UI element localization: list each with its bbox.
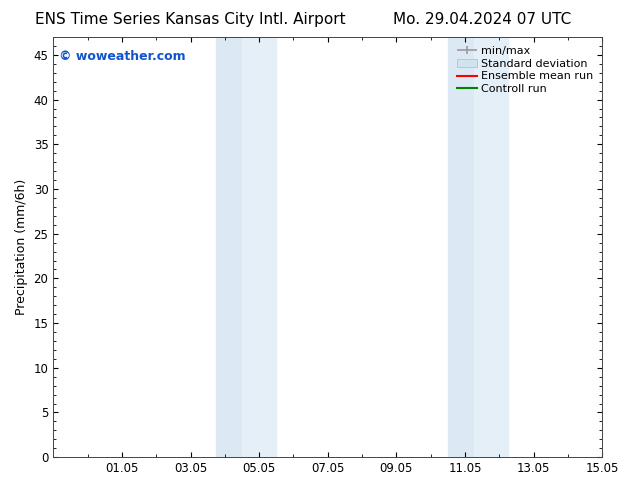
Legend: min/max, Standard deviation, Ensemble mean run, Controll run: min/max, Standard deviation, Ensemble me… bbox=[453, 43, 597, 98]
Text: ENS Time Series Kansas City Intl. Airport: ENS Time Series Kansas City Intl. Airpor… bbox=[35, 12, 346, 27]
Bar bbox=[448, 37, 474, 457]
Y-axis label: Precipitation (mm/6h): Precipitation (mm/6h) bbox=[15, 179, 28, 315]
Bar bbox=[474, 37, 508, 457]
Bar bbox=[216, 37, 242, 457]
Bar bbox=[242, 37, 276, 457]
Text: Mo. 29.04.2024 07 UTC: Mo. 29.04.2024 07 UTC bbox=[392, 12, 571, 27]
Text: © woweather.com: © woweather.com bbox=[59, 49, 185, 63]
